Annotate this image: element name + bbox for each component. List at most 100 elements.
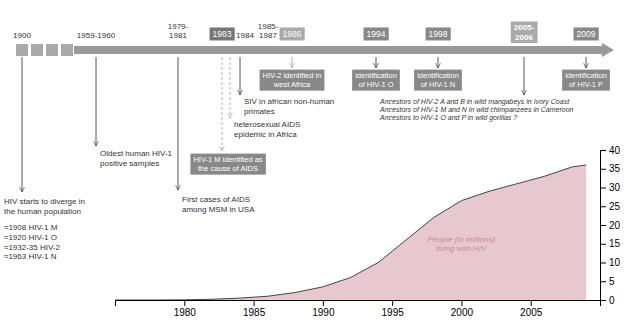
annotation: HIV starts to diverge inthe human popula… [4,197,85,216]
x-axis-tick-mark [392,300,393,306]
annotation-line: 1986 [283,29,302,39]
y-axis-tick-mark [600,300,606,301]
y-axis-tick-label: 35 [609,163,621,174]
annotation-group: heterosexual AIDSepidemic in Africa [234,120,300,139]
y-axis-tick-mark [600,169,606,170]
annotation-line: First cases of AIDS [182,195,250,204]
y-axis-tick-label: 25 [609,201,621,212]
annotation-group: 1985-1987 [258,22,279,41]
annotation-line: 1981 [169,31,187,40]
annotation-group: 1998 [426,27,451,40]
annotation-line: primates [244,107,275,116]
y-axis: 0510152025303540 [600,145,621,306]
annotation-group: 1986 [280,27,305,40]
annotation-line: living with HIV [436,244,487,253]
annotation-line: ≈1920 HIV-1 O [4,233,57,242]
annotation-group: 1959-1960 [77,31,116,40]
x-axis-tick: 1995 [382,300,405,318]
annotation-line: SIV in african non-human [244,97,334,106]
annotation-line: ≈1963 HIV-1 N [4,252,57,261]
y-axis-domain [601,151,607,301]
annotation: identificationof HIV-1 N [417,71,459,89]
annotation-box [280,27,305,40]
annotation-line: Ancestors of HIV-2 A and B in wild manga… [379,98,570,106]
annotation-line: 1985- [258,22,279,31]
annotation-group: People (in millions)living with HIV [427,235,495,254]
x-axis-tick: 1990 [312,300,335,318]
annotation: identificationof HIV-1 O [355,71,397,89]
y-axis-tick: 0 [600,295,615,306]
timeline-pointer [222,57,223,151]
x-axis-tick-mark [323,300,324,306]
annotation-line: 2005- [514,23,535,32]
annotation-box [210,27,235,40]
annotation-line: HIV-1 M identified as [193,155,262,164]
annotation-box [352,70,400,91]
timeline-block [46,44,58,56]
timeline [16,43,614,57]
annotation: Ancestors of HIV-2 A and B in wild manga… [379,98,574,123]
annotation: identificationof HIV-1 P [565,71,607,89]
annotation-line: People (in millions) [427,235,495,244]
x-axis: 1980 1985 1990 1995 2000 2005 [116,300,601,318]
x-axis-domain [116,301,601,307]
annotations: 19001959-19601979-1981198319841985-19871… [4,22,610,262]
annotation: 1986 [283,29,302,39]
x-axis-tick-label: 2005 [520,307,543,318]
annotation: Oldest human HIV-1positive samples [100,149,173,168]
timeline-block [16,44,28,56]
annotation-box [562,70,610,91]
annotation-line: ≈1932-35 HIV-2 [4,243,61,252]
annotation-box [190,154,265,175]
timeline-pointer [376,57,377,68]
timeline-pointer [586,57,587,68]
plot-area [115,165,586,300]
y-axis-tick-mark [600,263,606,264]
x-axis-tick-mark [254,300,255,306]
timeline-pointer [22,57,23,192]
y-axis-tick: 25 [600,201,621,212]
annotation-group: First cases of AIDSamong MSM in USA [182,195,255,214]
annotation-group: identificationof HIV-1 N [414,70,462,91]
y-axis-tick: 30 [600,182,621,193]
annotation-line: epidemic in Africa [234,130,297,139]
x-axis-tick: 2005 [520,300,543,318]
annotation: 2009 [577,29,596,39]
annotation-line: 1994 [367,29,386,39]
x-axis-tick-label: 2000 [451,307,474,318]
annotation-line: 2006 [515,33,533,42]
x-axis-tick: 1985 [243,300,266,318]
annotation-box [414,70,462,91]
annotation-box [364,27,389,40]
y-axis-tick-label: 0 [609,295,615,306]
y-axis-tick-mark [600,244,606,245]
x-axis-tick-label: 1980 [174,307,197,318]
annotation-line: the human population [4,207,81,216]
chart-svg: 1980198519901995200020050510152025303540… [0,0,640,329]
annotation-line: 2009 [577,29,596,39]
y-axis-tick-mark [600,188,606,189]
annotation-group: 1900 [13,31,31,40]
y-axis-tick-mark [600,206,606,207]
annotation: 2005-2006 [514,23,535,42]
timeline-pointer [292,57,293,68]
y-axis-tick: 10 [600,257,621,268]
y-axis-tick-label: 20 [609,220,621,231]
annotation-group: SIV in african non-humanprimates [244,97,334,116]
annotation: SIV in african non-humanprimates [244,97,334,116]
annotation-group: 1984 [236,31,254,40]
annotation-line: 1983 [213,29,232,39]
annotation-line: 1979- [168,22,189,31]
annotation-line: identification [565,71,607,80]
y-axis-tick-mark [600,225,606,226]
annotation-group: 1994 [364,27,389,40]
y-axis-tick: 15 [600,238,621,249]
x-axis-tick-label: 1995 [382,307,405,318]
y-axis-tick-label: 10 [609,257,621,268]
annotation-box [260,70,325,91]
timeline-pointer [230,57,231,118]
annotation-line: 1984 [236,31,254,40]
timeline-block [61,44,73,56]
annotation-group: 1979-1981 [168,22,189,41]
timeline-arrow [74,43,614,57]
